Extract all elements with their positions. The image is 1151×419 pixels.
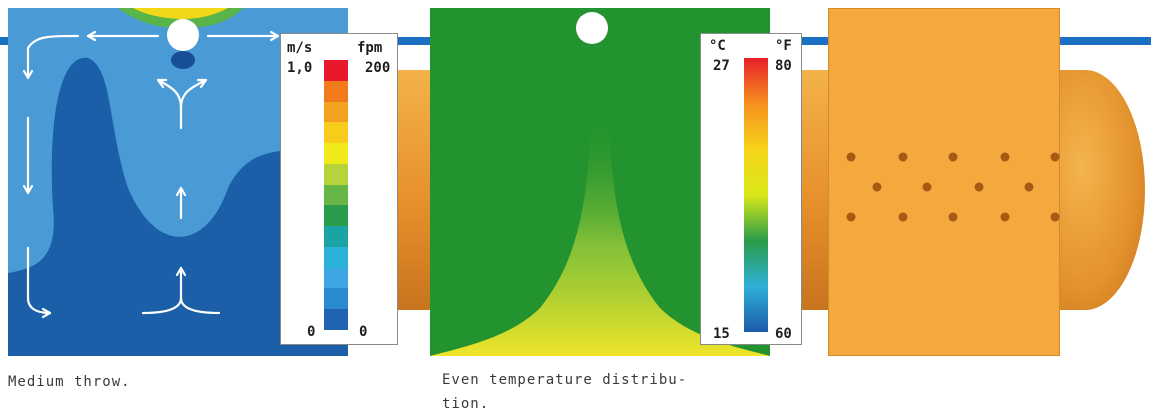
temperature-legend: °C °F 27 80 15 60 bbox=[700, 33, 802, 345]
temperature-color-scale bbox=[744, 58, 768, 332]
velocity-scale-step bbox=[324, 80, 348, 102]
velocity-scale-step bbox=[324, 163, 348, 185]
velocity-scale-step bbox=[324, 267, 348, 289]
temperature-legend-max-left: 27 bbox=[713, 58, 730, 74]
velocity-scale-step bbox=[324, 246, 348, 268]
velocity-scale-step bbox=[324, 60, 348, 81]
velocity-caption: Medium throw. bbox=[8, 370, 131, 394]
temperature-caption-line1: Even temperature distribu- bbox=[442, 372, 688, 388]
temperature-caption: Even temperature distribu- tion. bbox=[442, 368, 687, 416]
velocity-caption-text: Medium throw. bbox=[8, 374, 131, 390]
temperature-legend-unit-left: °C bbox=[709, 38, 726, 54]
velocity-legend-unit-right: fpm bbox=[357, 40, 383, 56]
temperature-legend-min-right: 60 bbox=[775, 326, 792, 342]
velocity-scale-step bbox=[324, 122, 348, 144]
velocity-scale-step bbox=[324, 309, 348, 330]
velocity-legend-min-left: 0 bbox=[307, 324, 316, 340]
temperature-legend-unit-right: °F bbox=[775, 38, 792, 54]
temperature-legend-max-right: 80 bbox=[775, 58, 792, 74]
temperature-caption-line2: tion. bbox=[442, 396, 490, 412]
velocity-scale-step bbox=[324, 288, 348, 310]
temperature-legend-min-left: 15 bbox=[713, 326, 730, 342]
temperature-field-graphic bbox=[430, 12, 770, 356]
velocity-scale-step bbox=[324, 143, 348, 164]
velocity-legend-max-left: 1,0 bbox=[287, 60, 313, 76]
duct-nozzle-holes bbox=[846, 152, 1060, 222]
velocity-legend-max-right: 200 bbox=[365, 60, 391, 76]
velocity-field-graphic bbox=[8, 8, 348, 319]
velocity-color-scale bbox=[324, 60, 348, 330]
velocity-legend-min-right: 0 bbox=[359, 324, 368, 340]
velocity-legend: m/s fpm 1,0 200 0 0 bbox=[280, 33, 398, 345]
velocity-legend-unit-left: m/s bbox=[287, 40, 313, 56]
velocity-scale-step bbox=[324, 226, 348, 247]
duct-panel bbox=[828, 8, 1060, 356]
velocity-scale-step bbox=[324, 101, 348, 123]
velocity-scale-step bbox=[324, 184, 348, 206]
velocity-scale-step bbox=[324, 205, 348, 227]
